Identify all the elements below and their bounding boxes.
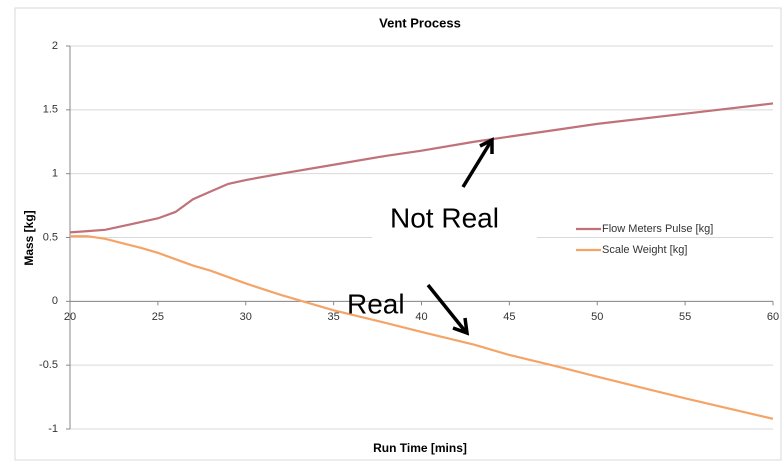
arrow (426, 283, 467, 333)
x-tick-label: 40 (415, 311, 427, 323)
chart-title: Vent Process (379, 15, 461, 30)
y-tick-label: 0 (52, 295, 58, 307)
x-tick-label: 50 (591, 311, 603, 323)
y-tick-label: -0.5 (39, 359, 58, 371)
series-line (70, 235, 774, 420)
x-tick-label: 20 (64, 311, 76, 323)
x-tick-label: 55 (679, 311, 691, 323)
x-tick-label: 45 (503, 311, 515, 323)
y-axis-title: Mass [kg] (22, 210, 36, 265)
annotation: Real (347, 288, 405, 319)
arrow (461, 142, 492, 188)
arrow-head (452, 317, 470, 336)
x-tick-label: 60 (767, 311, 779, 323)
arrow-head (479, 137, 494, 154)
y-tick-label: 1.5 (43, 104, 58, 116)
y-tick-label: 0.5 (43, 231, 58, 243)
annotation: Not Real (390, 202, 499, 233)
y-tick-label: 1 (52, 168, 58, 180)
legend-label: Scale Weight [kg] (602, 244, 687, 256)
x-tick-label: 30 (240, 311, 252, 323)
x-tick-label: 25 (152, 311, 164, 323)
series-line (69, 102, 774, 234)
legend-label: Flow Meters Pulse [kg] (602, 223, 713, 235)
y-tick-label: -1 (48, 423, 58, 435)
annotation-bg (372, 196, 537, 238)
y-tick-label: 2 (52, 40, 58, 52)
x-axis-title: Run Time [mins] (373, 441, 467, 455)
x-tick-label: 35 (328, 311, 340, 323)
